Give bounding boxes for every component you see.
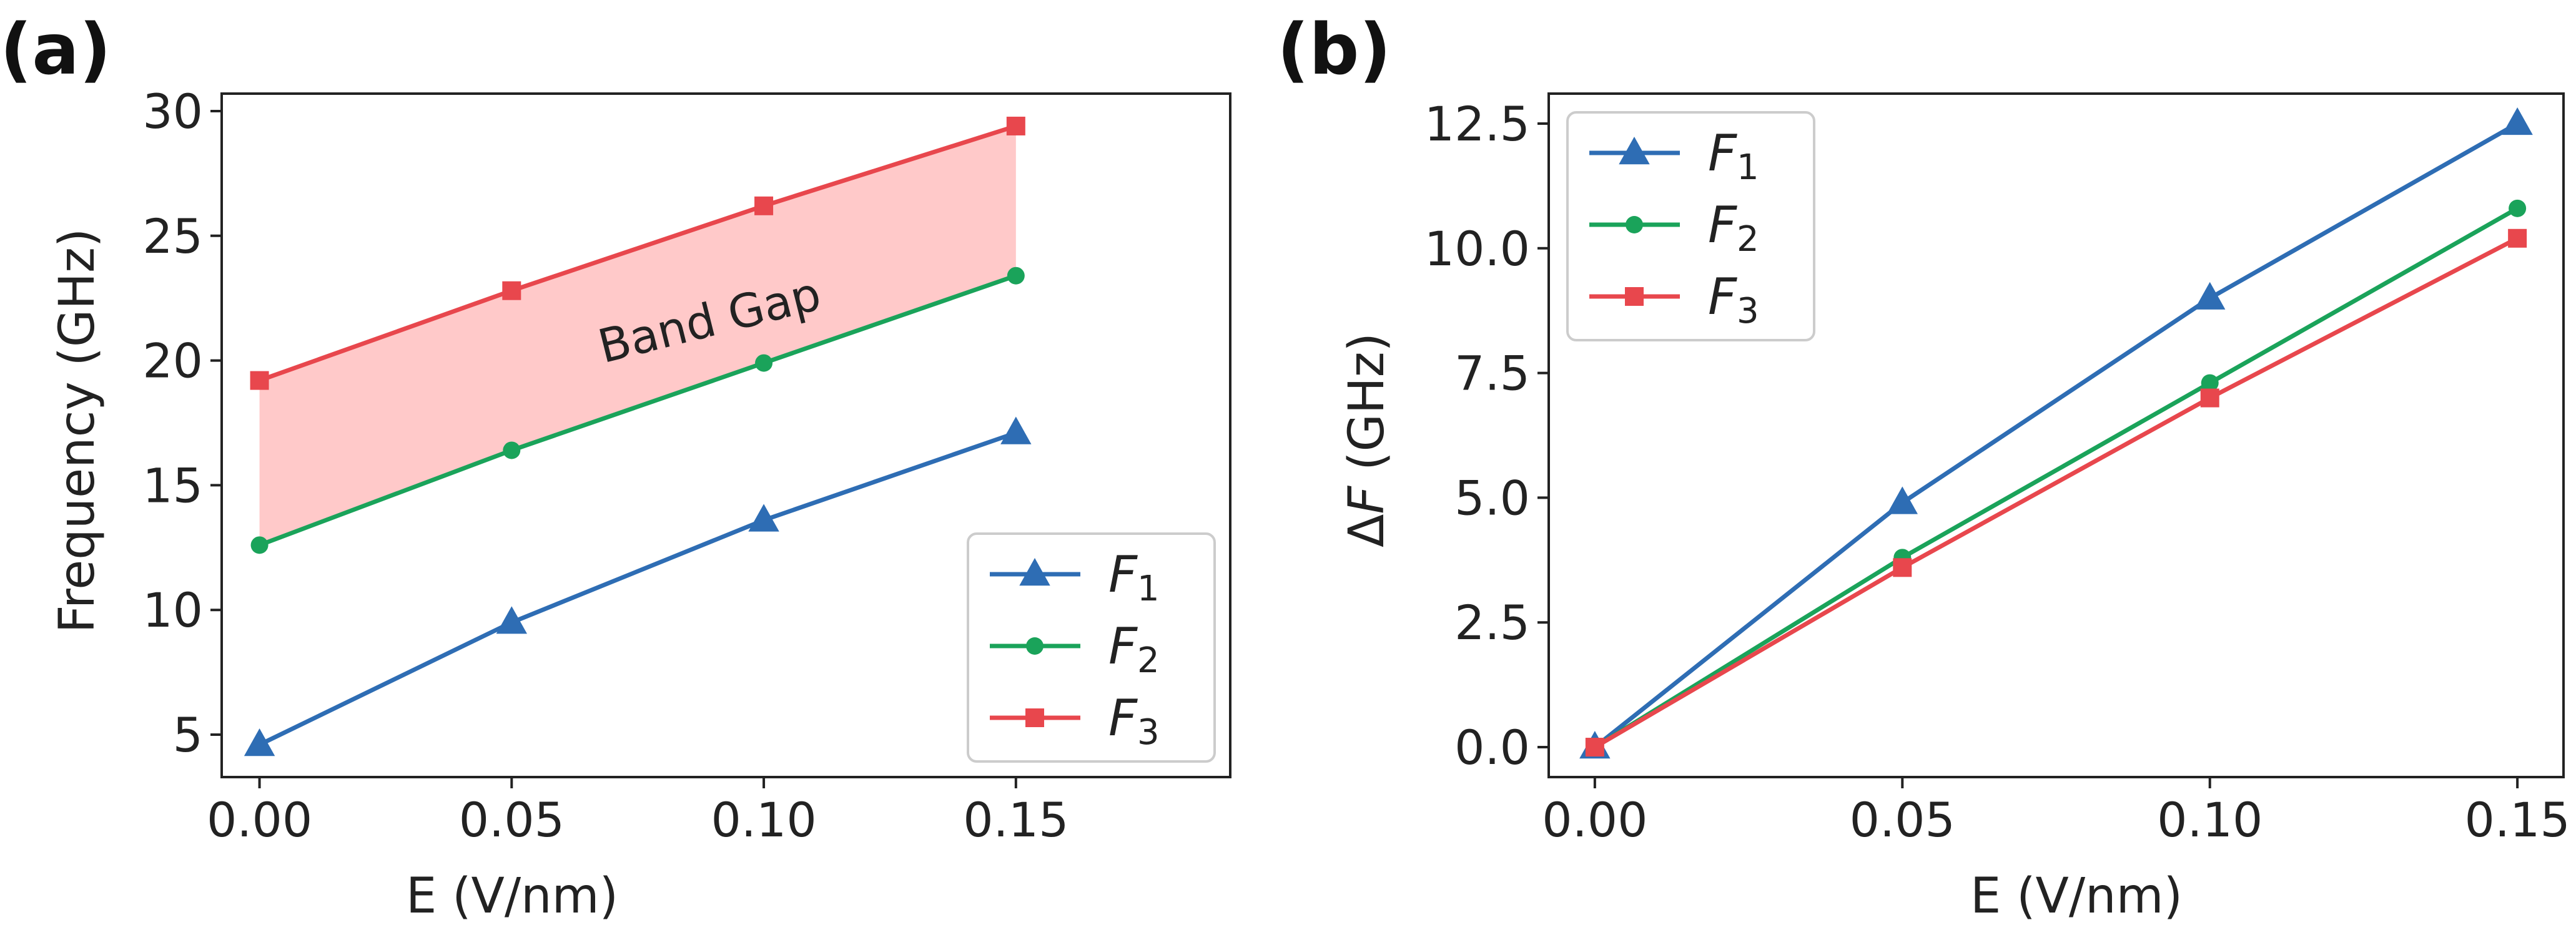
panel-a-series-f1-point: [1000, 416, 1032, 444]
panel-b-x-tick-label: 0.15: [2465, 792, 2570, 848]
panel-a-y-axis-label: Frequency (GHz): [49, 228, 106, 634]
panel-a-chart: (a) Frequency (GHz) E (V/nm) 0.00 0.05 0.1…: [0, 9, 1231, 924]
panel-b-series-f3-point: [1585, 738, 1604, 757]
panel-b-legend-f1-label: F1: [1708, 124, 1759, 188]
panel-a-y-tick-label: 15: [142, 458, 203, 513]
panel-a-series-f2-point: [250, 536, 269, 554]
panel-a-legend: F1 F2 F3: [967, 532, 1216, 763]
panel-b-x-tick-label: 0.10: [2157, 792, 2263, 848]
panel-b-x-tick-label: 0.05: [1850, 792, 1955, 848]
panel-b-series-f2-line: [1594, 206, 2519, 750]
panel-b-chart: (b) ΔF (GHz) E (V/nm) 0.00 0.05 0.10 0.15 0.…: [1277, 9, 2570, 924]
panel-b-legend-f3-marker: [1625, 287, 1644, 306]
panel-b-series-f3-point: [2508, 228, 2527, 248]
panel-a-series-f2-point: [755, 354, 773, 372]
panel-b-legend-box: [1566, 111, 1815, 341]
panel-a-series-f3-point: [754, 196, 774, 215]
panel-b-series-f1-point: [2502, 107, 2533, 135]
panel-b-series-f3-point: [1893, 558, 1912, 577]
panel-a-series-f1-point: [244, 728, 275, 756]
panel-a-x-tick-label: 0.00: [207, 792, 312, 848]
panel-a-legend-f2-marker: [1026, 637, 1044, 655]
panel-a-series-f1-line: [259, 431, 1017, 747]
panel-a-label: (a): [0, 9, 111, 91]
panel-a-x-tick-label: 0.10: [711, 792, 816, 848]
panel-a-band-gap-fill: [259, 125, 1016, 546]
panel-b-y-tick-label: 7.5: [1454, 346, 1530, 401]
panel-a-y-tick-label: 5: [173, 707, 203, 763]
panel-b-series-f1-point: [2194, 281, 2226, 310]
panel-b-series-f1-point: [1887, 486, 1918, 514]
panel-a-x-tick-label: 0.05: [459, 792, 565, 848]
panel-b-legend-f1-marker: [1619, 137, 1650, 165]
panel-a-x-axis-label: E (V/nm): [406, 868, 618, 924]
panel-a-series-f3-point: [1006, 116, 1025, 135]
panel-b-y-tick-label: 10.0: [1424, 221, 1530, 277]
panel-a-y-tick-label: 20: [142, 333, 203, 389]
panel-a-series-f2-point: [1007, 267, 1025, 285]
panel-a-legend-f3-label: F3: [1108, 689, 1160, 753]
panel-b-axes-frame: [1547, 92, 2565, 778]
panel-a-y-tick-label: 30: [142, 84, 203, 139]
panel-b-legend-f3-label: F3: [1708, 268, 1759, 331]
panel-b-legend: F1 F2 F3: [1566, 111, 1815, 341]
panel-a-series-f3-point: [250, 371, 269, 390]
panel-b-y-axis-label: ΔF (GHz): [1339, 333, 1395, 547]
panel-b-series-f3-point: [2200, 388, 2219, 408]
panel-b-series-f2-point: [2509, 199, 2527, 217]
panel-a-series-f3-point: [502, 281, 521, 300]
panel-a-x-tick-label: 0.15: [963, 792, 1068, 848]
panel-b-legend-f2-marker: [1626, 216, 1643, 233]
panel-b-x-tick-label: 0.00: [1542, 792, 1647, 848]
panel-a-legend-f1-marker: [1019, 558, 1050, 586]
panel-b-y-tick-label: 5.0: [1454, 470, 1530, 526]
panel-a-legend-box: [967, 532, 1216, 763]
panel-a-y-tick-label: 25: [142, 208, 203, 264]
panel-b-series-f3-line: [1594, 236, 2519, 750]
panel-a-legend-f3-marker: [1025, 708, 1044, 727]
panel-a-series-f1-point: [748, 504, 779, 532]
panel-a-axes-frame: [220, 92, 1231, 778]
panel-b-y-tick-label: 0.0: [1454, 720, 1530, 775]
panel-a-series-f2-line: [259, 273, 1017, 547]
panel-a-series-f2-point: [503, 441, 521, 459]
panel-a-legend-f2-label: F2: [1108, 617, 1160, 681]
panel-b-label: (b): [1277, 9, 1391, 91]
panel-a-y-tick-label: 10: [142, 582, 203, 638]
panel-a-legend-f1-label: F1: [1108, 546, 1160, 609]
panel-a-series-f1-point: [496, 606, 528, 634]
panel-b-y-tick-label: 12.5: [1424, 96, 1530, 152]
panel-b-y-tick-label: 2.5: [1454, 595, 1530, 650]
panel-b-series-f2-point: [2201, 374, 2219, 392]
panel-a-series-f3-line: [259, 124, 1017, 383]
panel-b-legend-f2-label: F2: [1708, 196, 1759, 260]
panel-b-series-f1-line: [1593, 121, 2519, 749]
panel-b-x-axis-label: E (V/nm): [1970, 868, 2183, 924]
